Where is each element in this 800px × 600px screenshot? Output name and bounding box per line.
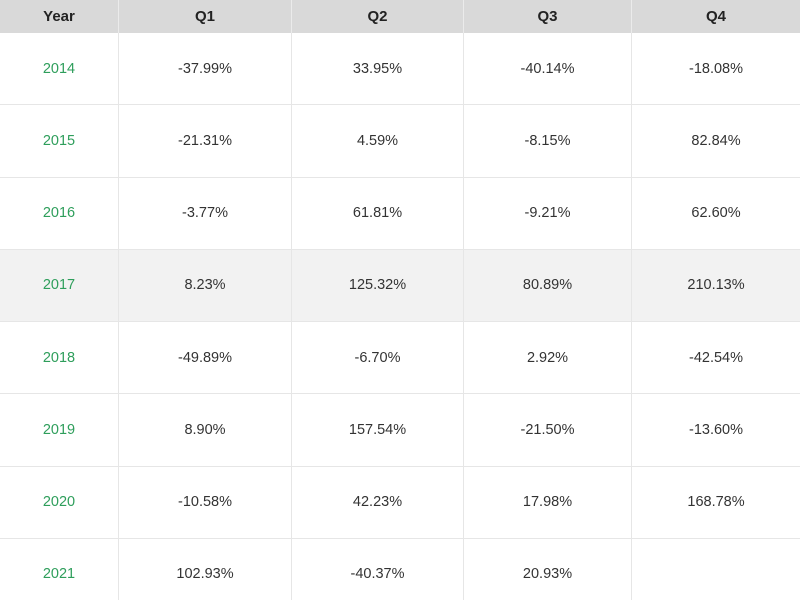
q2-cell: 4.59% — [292, 105, 464, 178]
q4-cell — [632, 538, 800, 600]
q1-cell: 8.23% — [119, 249, 292, 322]
year-cell[interactable]: 2021 — [0, 538, 119, 600]
header-q4[interactable]: Q4 — [632, 0, 800, 33]
q1-cell: -37.99% — [119, 33, 292, 106]
q4-cell: -18.08% — [632, 33, 800, 106]
header-q3[interactable]: Q3 — [464, 0, 632, 33]
header-year[interactable]: Year — [0, 0, 119, 33]
q2-cell: 61.81% — [292, 177, 464, 250]
q2-cell: -40.37% — [292, 538, 464, 600]
q3-cell: -40.14% — [464, 33, 632, 106]
q1-cell: -3.77% — [119, 177, 292, 250]
q1-cell: -49.89% — [119, 322, 292, 395]
q1-cell: 8.90% — [119, 394, 292, 467]
q2-cell: 33.95% — [292, 33, 464, 106]
header-q1[interactable]: Q1 — [119, 0, 292, 33]
q1-cell: -10.58% — [119, 466, 292, 539]
q4-cell: 210.13% — [632, 249, 800, 322]
q3-cell: -21.50% — [464, 394, 632, 467]
q1-cell: -21.31% — [119, 105, 292, 178]
year-cell[interactable]: 2019 — [0, 394, 119, 467]
year-cell[interactable]: 2014 — [0, 33, 119, 106]
q4-cell: 82.84% — [632, 105, 800, 178]
year-cell[interactable]: 2018 — [0, 322, 119, 395]
q2-cell: 157.54% — [292, 394, 464, 467]
year-cell[interactable]: 2016 — [0, 177, 119, 250]
q4-cell: 62.60% — [632, 177, 800, 250]
q3-cell: 17.98% — [464, 466, 632, 539]
q4-cell: -13.60% — [632, 394, 800, 467]
q3-cell: 80.89% — [464, 249, 632, 322]
q4-cell: -42.54% — [632, 322, 800, 395]
q3-cell: -8.15% — [464, 105, 632, 178]
q4-cell: 168.78% — [632, 466, 800, 539]
q2-cell: -6.70% — [292, 322, 464, 395]
q3-cell: 20.93% — [464, 538, 632, 600]
q3-cell: -9.21% — [464, 177, 632, 250]
year-cell[interactable]: 2020 — [0, 466, 119, 539]
year-cell[interactable]: 2017 — [0, 249, 119, 322]
q2-cell: 125.32% — [292, 249, 464, 322]
q3-cell: 2.92% — [464, 322, 632, 395]
header-q2[interactable]: Q2 — [292, 0, 464, 33]
q1-cell: 102.93% — [119, 538, 292, 600]
year-cell[interactable]: 2015 — [0, 105, 119, 178]
q2-cell: 42.23% — [292, 466, 464, 539]
